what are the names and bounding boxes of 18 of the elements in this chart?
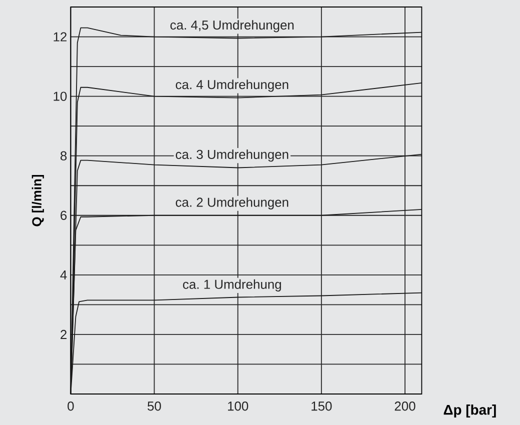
series-label: ca. 4 Umdrehungen	[176, 80, 288, 92]
x-tick-label: 100	[228, 402, 248, 411]
y-tick-label: 12	[54, 32, 67, 42]
series-label: ca. 1 Umdrehung	[183, 279, 281, 292]
y-axis-title: Q [l/min]	[32, 174, 44, 226]
y-tick-label: 2	[60, 330, 67, 339]
series-label: ca. 2 Umdrehungen	[176, 197, 288, 210]
x-tick-label: 0	[68, 402, 74, 411]
x-axis-title: Δp [bar]	[444, 404, 496, 418]
y-tick-label: 10	[54, 92, 67, 101]
x-tick-label: 50	[148, 402, 161, 411]
y-tick-label: 4	[60, 270, 67, 280]
series-label: ca. 3 Umdrehungen	[176, 150, 288, 162]
x-tick-label: 200	[394, 402, 416, 411]
y-tick-label: 8	[60, 151, 67, 160]
series-label: ca. 4,5 Umdrehungen	[170, 20, 294, 32]
y-tick-label: 6	[60, 210, 67, 220]
x-tick-label: 150	[312, 402, 332, 411]
